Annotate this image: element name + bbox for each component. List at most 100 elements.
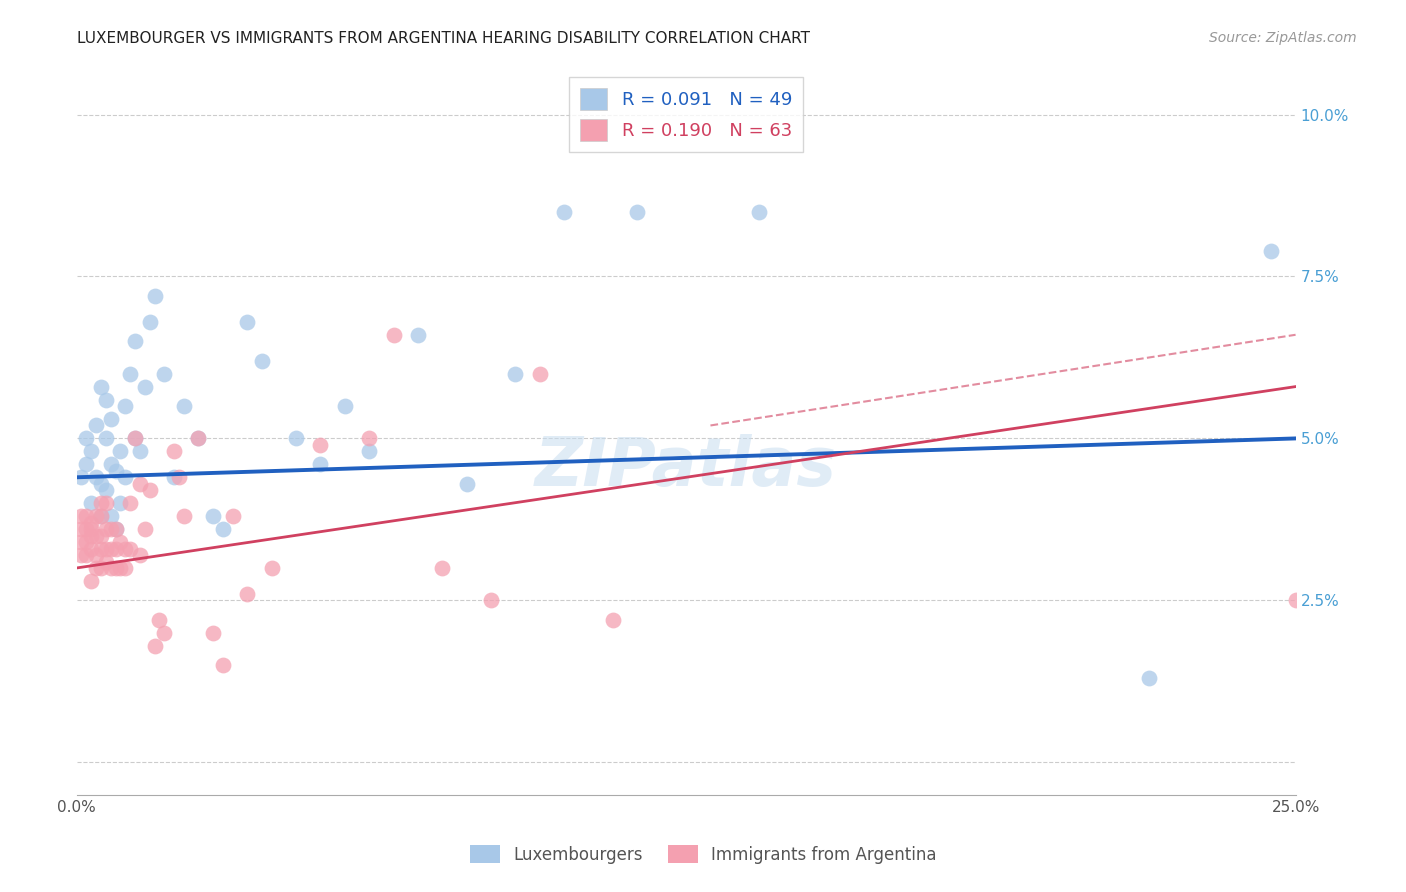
Point	[90, 541, 112, 556]
Point	[80, 528, 103, 542]
Point	[167, 470, 190, 484]
Point	[309, 458, 332, 472]
Point	[114, 561, 136, 575]
Point	[90, 509, 112, 524]
Point	[110, 444, 132, 458]
Point	[124, 432, 146, 446]
Point	[120, 496, 142, 510]
Point	[75, 432, 97, 446]
Text: LUXEMBOURGER VS IMMIGRANTS FROM ARGENTINA HEARING DISABILITY CORRELATION CHART: LUXEMBOURGER VS IMMIGRANTS FROM ARGENTIN…	[77, 31, 810, 46]
Point	[100, 509, 122, 524]
Point	[138, 315, 160, 329]
Text: ZIPatlas: ZIPatlas	[536, 434, 837, 500]
Point	[110, 561, 132, 575]
Point	[104, 522, 127, 536]
Point	[748, 204, 770, 219]
Point	[309, 438, 332, 452]
Point	[94, 554, 117, 568]
Point	[80, 541, 103, 556]
Point	[202, 509, 225, 524]
Point	[104, 464, 127, 478]
Point	[602, 613, 624, 627]
Legend: Luxembourgers, Immigrants from Argentina: Luxembourgers, Immigrants from Argentina	[463, 838, 943, 871]
Text: Source: ZipAtlas.com: Source: ZipAtlas.com	[1209, 31, 1357, 45]
Point	[173, 509, 195, 524]
Point	[84, 528, 107, 542]
Point	[236, 587, 259, 601]
Point	[163, 470, 186, 484]
Point	[143, 639, 166, 653]
Point	[114, 470, 136, 484]
Point	[90, 509, 112, 524]
Point	[80, 496, 103, 510]
Point	[285, 432, 308, 446]
Point	[104, 541, 127, 556]
Point	[1284, 593, 1306, 607]
Point	[187, 432, 209, 446]
Point	[211, 658, 233, 673]
Point	[1137, 671, 1160, 685]
Point	[359, 432, 381, 446]
Point	[124, 432, 146, 446]
Point	[134, 379, 156, 393]
Point	[70, 548, 93, 562]
Point	[84, 418, 107, 433]
Point	[553, 204, 575, 219]
Point	[104, 561, 127, 575]
Point	[138, 483, 160, 498]
Point	[120, 541, 142, 556]
Point	[100, 412, 122, 426]
Point	[260, 561, 283, 575]
Point	[94, 541, 117, 556]
Point	[479, 593, 502, 607]
Point	[114, 399, 136, 413]
Point	[143, 289, 166, 303]
Point	[153, 625, 176, 640]
Point	[100, 522, 122, 536]
Point	[104, 522, 127, 536]
Point	[124, 334, 146, 349]
Point	[1260, 244, 1282, 258]
Point	[94, 432, 117, 446]
Legend: R = 0.091   N = 49, R = 0.190   N = 63: R = 0.091 N = 49, R = 0.190 N = 63	[569, 77, 803, 152]
Point	[94, 392, 117, 407]
Point	[70, 522, 93, 536]
Point	[333, 399, 356, 413]
Point	[84, 548, 107, 562]
Point	[90, 528, 112, 542]
Point	[70, 535, 93, 549]
Point	[110, 535, 132, 549]
Point	[100, 541, 122, 556]
Point	[75, 548, 97, 562]
Point	[359, 444, 381, 458]
Point	[100, 458, 122, 472]
Point	[84, 509, 107, 524]
Point	[529, 367, 551, 381]
Point	[84, 561, 107, 575]
Point	[120, 367, 142, 381]
Point	[163, 444, 186, 458]
Point	[382, 327, 405, 342]
Point	[94, 522, 117, 536]
Point	[173, 399, 195, 413]
Point	[505, 367, 527, 381]
Point	[80, 574, 103, 588]
Point	[406, 327, 429, 342]
Point	[75, 458, 97, 472]
Point	[202, 625, 225, 640]
Point	[75, 509, 97, 524]
Point	[236, 315, 259, 329]
Point	[456, 476, 478, 491]
Point	[153, 367, 176, 381]
Point	[100, 561, 122, 575]
Point	[70, 470, 93, 484]
Point	[94, 496, 117, 510]
Point	[75, 522, 97, 536]
Point	[84, 470, 107, 484]
Point	[70, 509, 93, 524]
Point	[211, 522, 233, 536]
Point	[90, 561, 112, 575]
Point	[114, 541, 136, 556]
Point	[80, 522, 103, 536]
Point	[80, 516, 103, 530]
